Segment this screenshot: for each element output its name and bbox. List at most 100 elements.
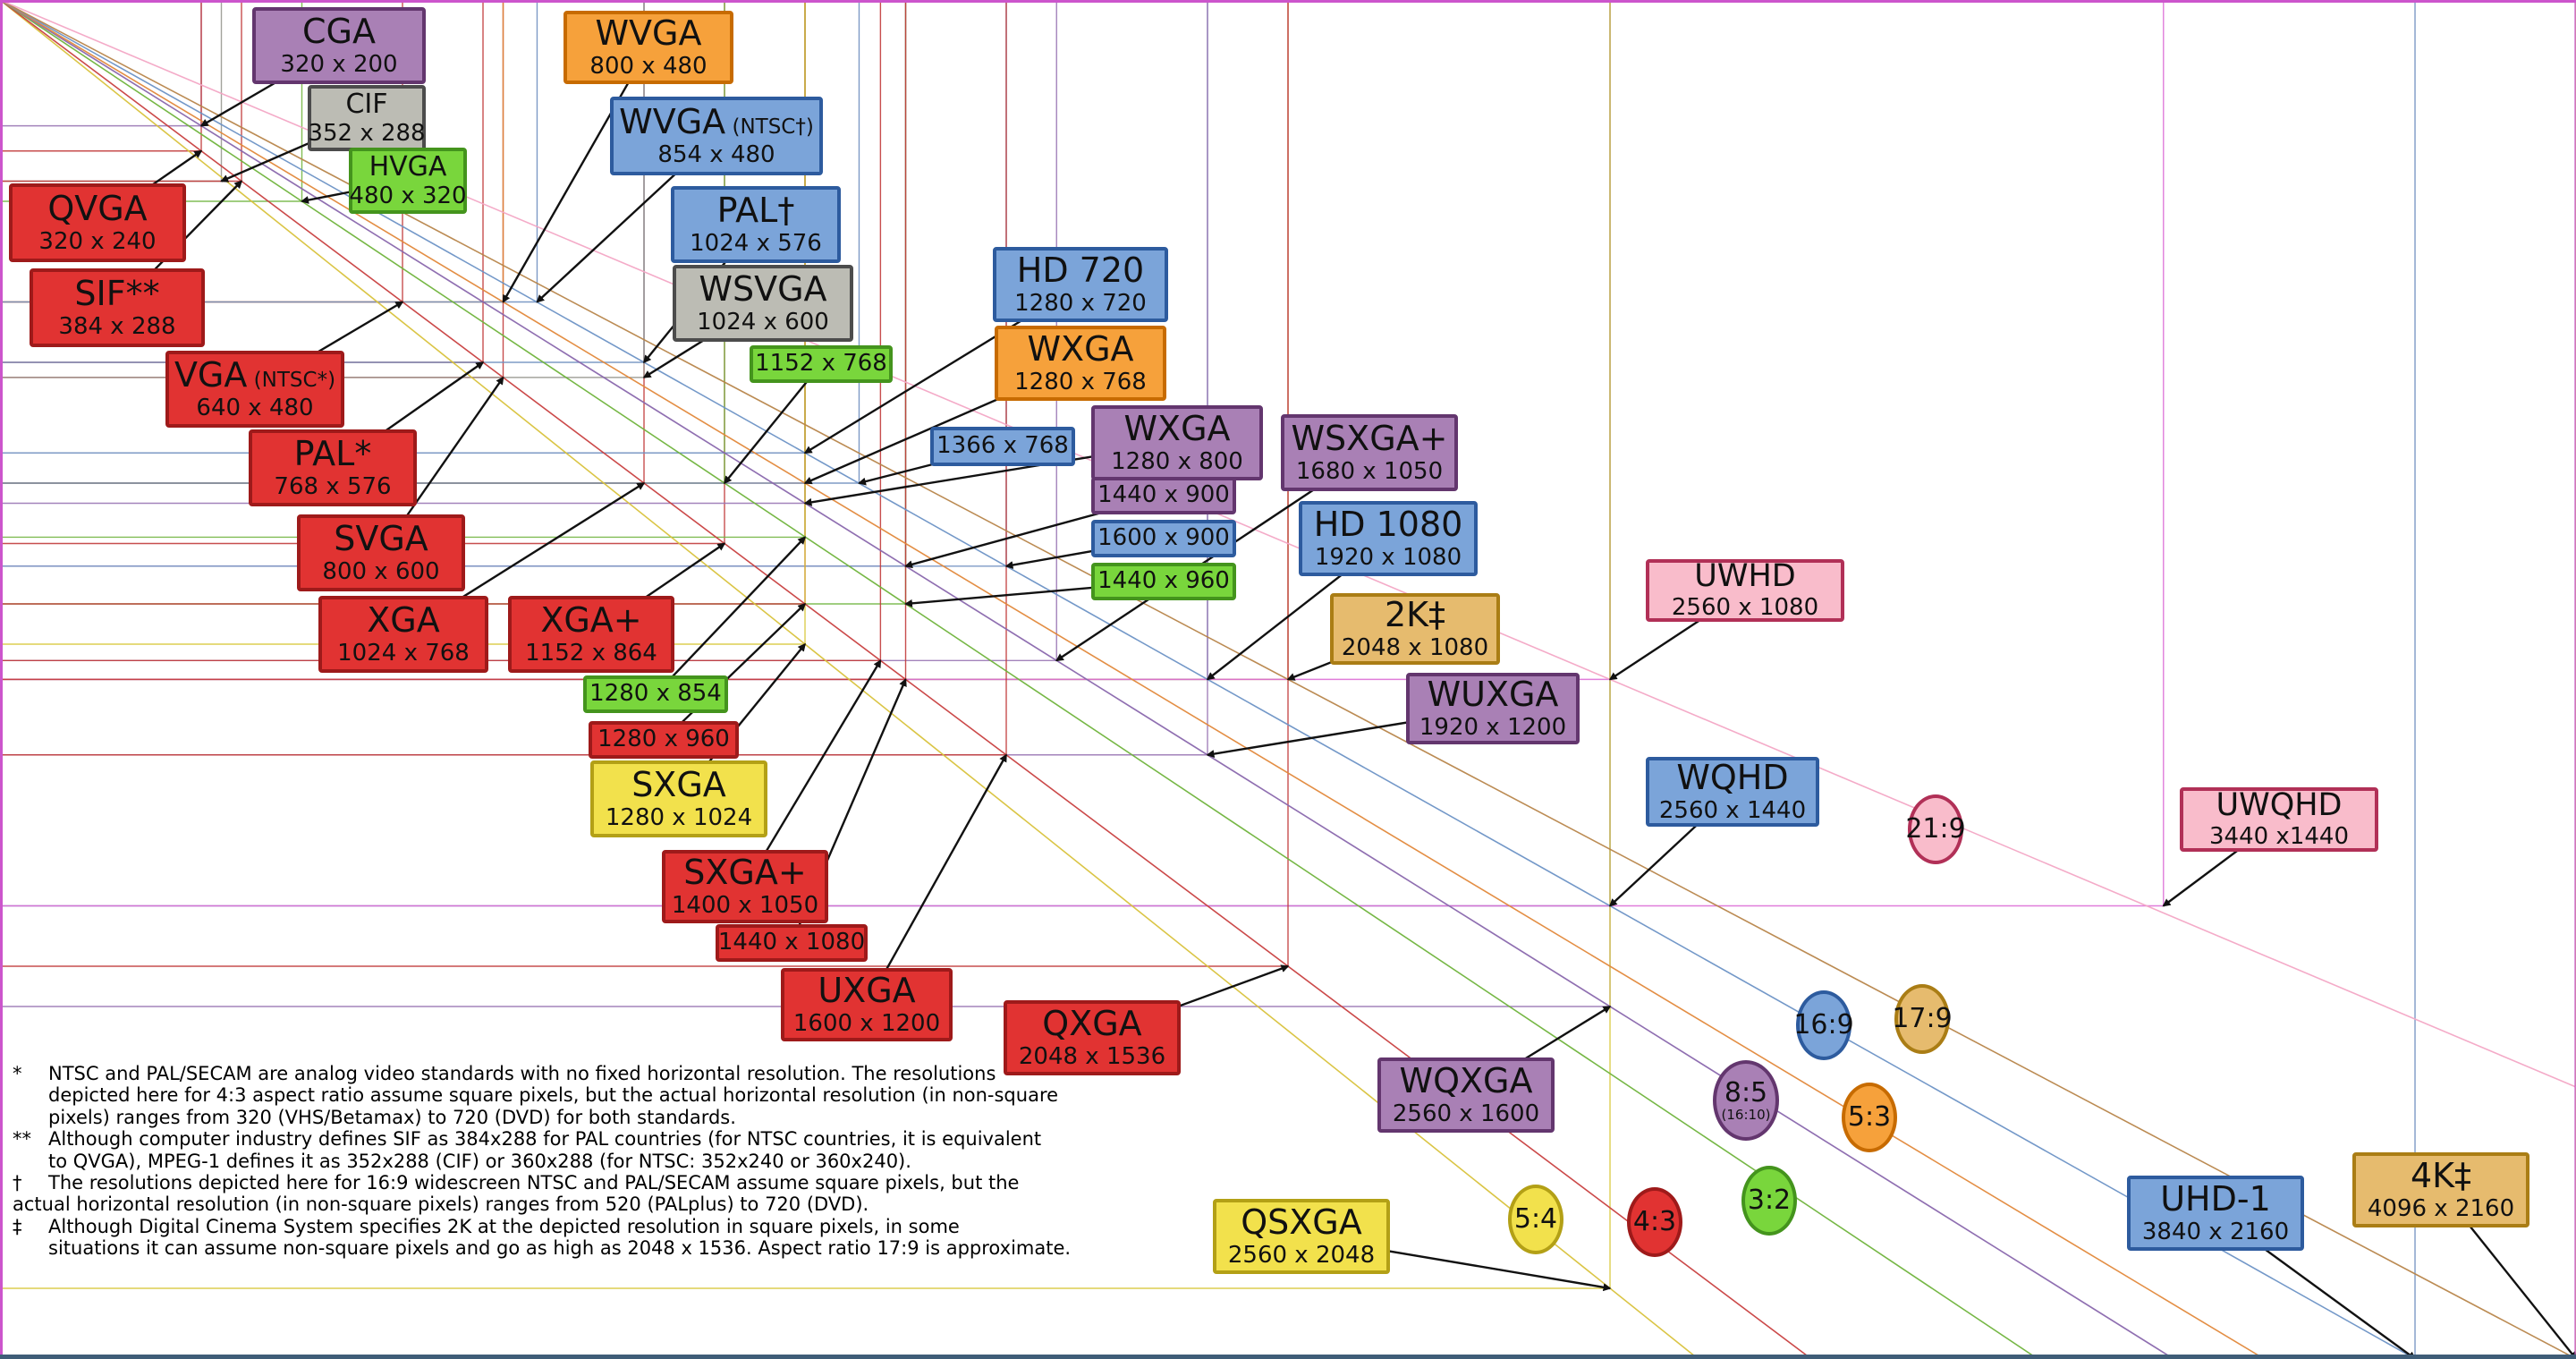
standard-box-2k: 2K‡ 2048 x 1080: [1330, 593, 1500, 665]
standard-label: WQXGA: [1399, 1060, 1533, 1100]
standard-box-r1440x900: 1440 x 900: [1091, 477, 1236, 514]
standard-label: HVGA: [369, 151, 447, 183]
standard-resolution: 384 x 288: [58, 312, 176, 340]
standard-box-svga: SVGA 800 x 600: [297, 514, 465, 591]
aspect-ratio-label: 21:9: [1905, 813, 1966, 845]
standard-label: WXGA: [1027, 328, 1134, 369]
standard-box-wxga-768: WXGA 1280 x 768: [995, 326, 1166, 401]
standard-resolution: 3840 x 2160: [2141, 1218, 2290, 1245]
standard-resolution: 1366 x 768: [936, 432, 1069, 460]
footnote-marker: †: [13, 1172, 22, 1194]
standard-box-uwqhd: UWQHD 3440 x1440: [2180, 787, 2378, 852]
standard-resolution: 1600 x 900: [1097, 524, 1230, 552]
standard-box-xga-plus: XGA+ 1152 x 864: [508, 596, 674, 673]
standard-resolution: 2560 x 1440: [1658, 796, 1807, 824]
standard-label-suffix: (NTSC†): [725, 115, 814, 139]
standard-resolution: 1920 x 1200: [1419, 713, 1567, 741]
arrow-sxga-plus: [743, 658, 882, 888]
standard-resolution: 1280 x 854: [589, 680, 722, 708]
standard-label: SXGA: [631, 764, 726, 804]
standard-box-4k: 4K‡ 4096 x 2160: [2352, 1152, 2529, 1227]
standard-resolution: 854 x 480: [657, 140, 775, 168]
standard-box-uxga: UXGA 1600 x 1200: [781, 968, 953, 1041]
footnote-line: * NTSC and PAL/SECAM are analog video sta…: [13, 1063, 1071, 1084]
standard-resolution: 800 x 600: [322, 557, 440, 585]
footnote-line: *to QVGA), MPEG-1 defines it as 352x288 …: [13, 1151, 1071, 1172]
standard-box-r1280x854: 1280 x 854: [583, 675, 728, 713]
standard-resolution: 3440 x1440: [2209, 823, 2349, 851]
standard-box-r1440x960: 1440 x 960: [1091, 563, 1236, 600]
footnote-text: Although Digital Cinema System specifies…: [48, 1215, 960, 1237]
standard-box-qvga: QVGA 320 x 240: [9, 183, 186, 262]
standard-box-r1280x960: 1280 x 960: [589, 721, 739, 759]
footnotes-block: * NTSC and PAL/SECAM are analog video sta…: [13, 1063, 1071, 1260]
aspect-line-8x5: [0, 0, 2174, 1359]
standard-resolution: 1280 x 1024: [605, 803, 753, 831]
standard-resolution: 1280 x 768: [1014, 368, 1147, 395]
arrow-r1280x960: [663, 602, 807, 741]
aspect-line-3x2: [0, 0, 2038, 1359]
standard-box-r1440x1080: 1440 x 1080: [716, 924, 868, 962]
standard-resolution: 320 x 200: [280, 50, 398, 78]
standard-box-wxga-800: WXGA 1280 x 800: [1091, 405, 1263, 480]
standard-box-pal-star: PAL* 768 x 576: [249, 429, 417, 506]
standard-label: SXGA+: [683, 852, 807, 892]
aspect-ratio-label: 8:5: [1724, 1076, 1768, 1108]
standard-box-qxga: QXGA 2048 x 1536: [1004, 1000, 1181, 1075]
standard-box-wsxga-plus: WSXGA+ 1680 x 1050: [1281, 414, 1458, 491]
standard-resolution: 640 x 480: [196, 394, 314, 421]
footnote-text: depicted here for 4:3 aspect ratio assum…: [48, 1084, 1059, 1107]
standard-label: CGA: [302, 11, 376, 51]
standard-resolution: 1600 x 1200: [792, 1009, 941, 1037]
standard-resolution: 1152 x 864: [525, 639, 657, 667]
standard-box-r1152x768: 1152 x 768: [750, 345, 893, 383]
footnote-line: *pixels) ranges from 320 (VHS/Betamax) t…: [13, 1107, 1071, 1128]
aspect-circle-5x4: 5:4: [1508, 1185, 1563, 1254]
standard-resolution: 480 x 320: [349, 182, 467, 209]
standard-label: WSVGA: [699, 268, 827, 309]
standard-label: WXGA: [1123, 408, 1231, 448]
standard-resolution: 1152 x 768: [755, 350, 887, 378]
standard-box-wuxga: WUXGA 1920 x 1200: [1406, 673, 1580, 744]
standard-resolution: 2560 x 2048: [1227, 1241, 1376, 1269]
standard-label: WSXGA+: [1291, 418, 1448, 458]
standard-box-qsxga: QSXGA 2560 x 2048: [1213, 1199, 1390, 1274]
standard-resolution: 1680 x 1050: [1295, 457, 1444, 485]
standard-box-sxga-plus: SXGA+ 1400 x 1050: [662, 850, 828, 923]
aspect-circle-8x5: 8:5 (16:10): [1713, 1060, 1779, 1141]
standard-resolution: 768 x 576: [274, 472, 392, 500]
standard-label: UHD-1: [2160, 1178, 2271, 1219]
standard-label: WVGA: [595, 13, 702, 53]
standard-box-xga: XGA 1024 x 768: [318, 596, 488, 673]
footnote-line: *actual horizontal resolution (in non-sq…: [13, 1193, 1071, 1215]
standard-label: UWHD: [1694, 558, 1796, 595]
standard-label: PAL†: [716, 190, 795, 230]
standard-label: UXGA: [818, 970, 916, 1010]
standard-box-wvga: WVGA 800 x 480: [564, 11, 733, 84]
standard-label: QVGA: [47, 188, 148, 228]
standard-resolution: 320 x 240: [38, 227, 157, 255]
standard-label: HD 1080: [1313, 504, 1463, 544]
arrow-r1152x768: [724, 363, 822, 485]
standard-label: VGA (NTSC*): [174, 354, 336, 395]
footnote-line: ‡ Although Digital Cinema System specifie…: [13, 1216, 1071, 1237]
footnote-line: *depicted here for 4:3 aspect ratio assu…: [13, 1084, 1071, 1106]
aspect-ratio-label: 4:3: [1632, 1206, 1677, 1237]
standard-label: CIF: [345, 89, 388, 121]
standard-resolution: 1024 x 768: [337, 639, 470, 667]
footnote-text: actual horizontal resolution (in non-squ…: [13, 1193, 869, 1216]
standard-box-hd1080: HD 1080 1920 x 1080: [1299, 501, 1478, 576]
standard-resolution: 800 x 480: [589, 52, 708, 80]
standard-resolution: 1440 x 1080: [717, 929, 866, 956]
standard-box-wsvga: WSVGA 1024 x 600: [673, 265, 853, 342]
aspect-circle-3x2: 3:2: [1741, 1166, 1797, 1236]
standard-label: XGA+: [540, 599, 642, 640]
standard-resolution: 2560 x 1600: [1392, 1100, 1540, 1127]
standard-label: HD 720: [1016, 250, 1145, 290]
standard-label: 4K‡: [2410, 1155, 2472, 1195]
aspect-circle-21x9: 21:9: [1905, 794, 1966, 864]
aspect-ratio-label: 5:3: [1847, 1101, 1892, 1133]
footnote-marker: *: [13, 1063, 22, 1084]
footnote-text: NTSC and PAL/SECAM are analog video stan…: [48, 1063, 996, 1084]
standard-label: SIF**: [74, 273, 160, 313]
